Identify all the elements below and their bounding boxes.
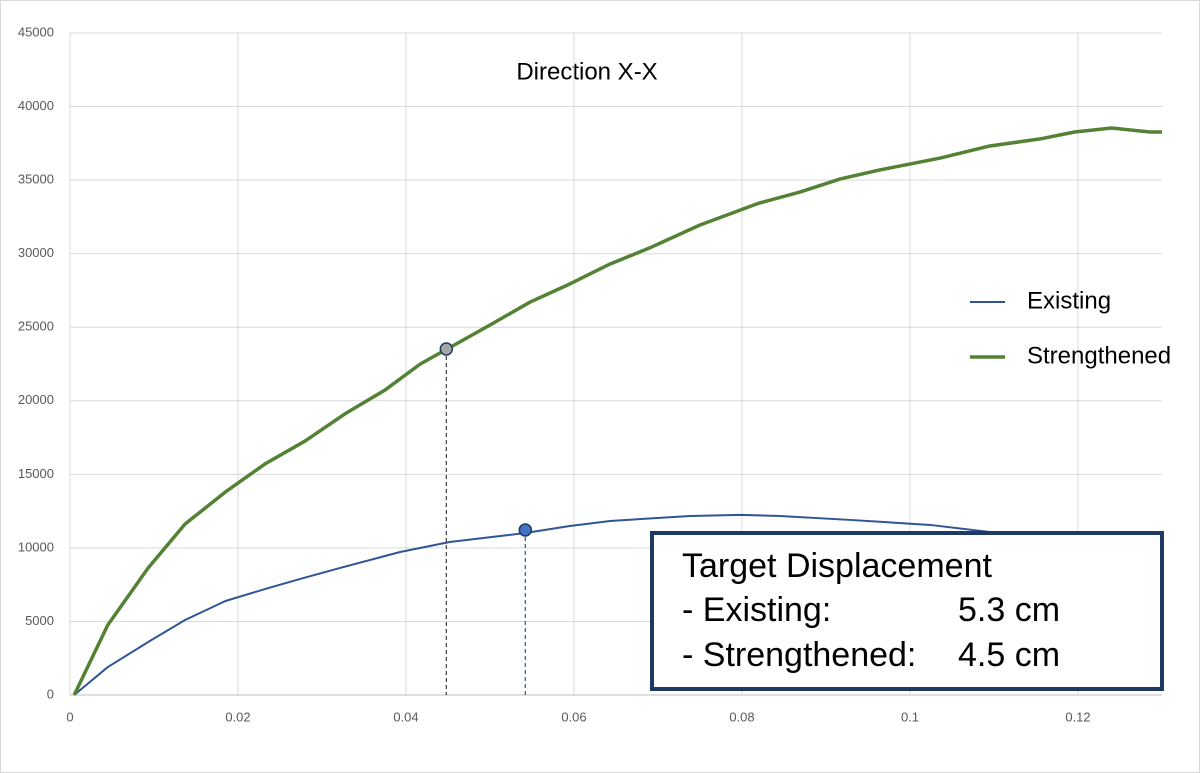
marker <box>518 523 533 537</box>
y-tick-label: 40000 <box>18 98 54 113</box>
legend-label: Strengthened <box>1027 342 1171 369</box>
marker <box>439 342 454 356</box>
annotation-label: - Strengthened: <box>682 636 916 674</box>
y-tick-label: 15000 <box>18 466 54 481</box>
y-tick-label: 30000 <box>18 245 54 260</box>
y-tick-label: 35000 <box>18 172 54 187</box>
x-tick-label: 0.12 <box>1065 709 1090 724</box>
series-line <box>73 513 990 696</box>
annotation-label: - Existing: <box>682 591 831 629</box>
y-tick-label: 25000 <box>18 319 54 334</box>
y-tick-label: 0 <box>47 686 54 701</box>
annotation-value: 5.3 cm <box>958 591 1060 629</box>
y-tick-label: 45000 <box>18 24 54 39</box>
y-tick-label: 20000 <box>18 392 54 407</box>
x-tick-label: 0.06 <box>561 709 586 724</box>
x-tick-label: 0.02 <box>225 709 250 724</box>
series-line <box>72 126 1162 696</box>
chart-title: Direction X-X <box>516 58 657 85</box>
annotation-title: Target Displacement <box>682 547 992 585</box>
legend-label: Existing <box>1027 287 1111 314</box>
y-tick-label: 5000 <box>25 613 54 628</box>
x-tick-label: 0.1 <box>901 709 919 724</box>
annotation-value: 4.5 cm <box>958 636 1060 674</box>
x-tick-label: 0.08 <box>729 709 754 724</box>
x-tick-label: 0.04 <box>393 709 418 724</box>
annotation-box <box>650 531 1164 691</box>
x-tick-label: 0 <box>66 709 73 724</box>
y-tick-label: 10000 <box>18 539 54 554</box>
